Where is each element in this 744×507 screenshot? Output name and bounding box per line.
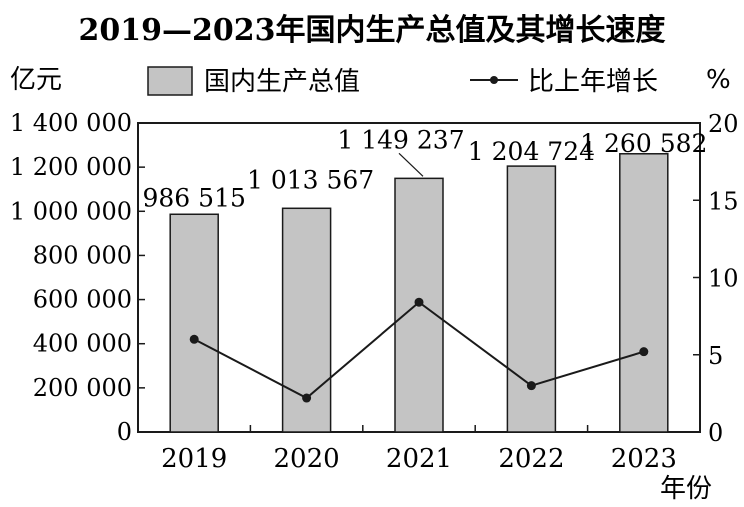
chart-title: 2019—2023年国内生产总值及其增长速度 (79, 13, 666, 48)
gdp-bar (619, 153, 669, 433)
right-tick-label: 5 (708, 342, 723, 370)
left-tick-label: 200 000 (33, 374, 132, 402)
x-tick-label: 2019 (161, 444, 227, 474)
right-axis-unit: % (706, 65, 731, 95)
left-tick-label: 400 000 (33, 330, 132, 358)
gdp-bar (169, 213, 219, 433)
gdp-bar (506, 165, 557, 433)
gdp-data-label: 1 204 724 (468, 137, 595, 166)
right-tick-label: 10 (708, 265, 739, 293)
left-tick-label: 1 200 000 (10, 153, 132, 181)
x-tick-label: 2020 (274, 444, 340, 474)
x-axis-unit: 年份 (660, 474, 712, 504)
x-tick-label: 2023 (611, 444, 677, 474)
legend-line-marker (490, 76, 498, 84)
legend-bar-label: 国内生产总值 (204, 67, 360, 97)
right-tick-label: 15 (708, 187, 739, 215)
left-tick-label: 600 000 (33, 286, 132, 314)
x-tick-label: 2021 (386, 444, 452, 474)
gdp-data-label: 1 149 237 (337, 125, 464, 154)
right-tick-label: 0 (708, 419, 723, 447)
growth-point (639, 347, 649, 357)
left-tick-label: 1 400 000 (10, 109, 132, 137)
plot-area: 0 200 000 400 000 600 000 800 000 1 000 000 1 … (10, 109, 739, 474)
growth-point (302, 393, 312, 403)
gdp-data-label: 1 013 567 (247, 165, 374, 194)
growth-point (189, 334, 199, 344)
left-tick-label: 0 (117, 418, 132, 446)
growth-point (526, 381, 536, 391)
gdp-data-label: 986 515 (143, 183, 246, 212)
x-tick-label: 2022 (498, 444, 564, 474)
legend: 国内生产总值 比上年增长 (147, 66, 658, 97)
growth-point (414, 297, 424, 307)
legend-bar-swatch (147, 66, 193, 96)
left-tick-label: 800 000 (33, 241, 132, 269)
legend-line-label: 比上年增长 (528, 67, 658, 97)
gdp-data-label: 1 260 582 (580, 129, 707, 158)
left-axis-unit: 亿元 (10, 65, 62, 95)
left-tick-label: 1 000 000 (10, 197, 132, 225)
right-tick-label: 20 (708, 110, 739, 138)
data-label-leader (398, 152, 424, 177)
